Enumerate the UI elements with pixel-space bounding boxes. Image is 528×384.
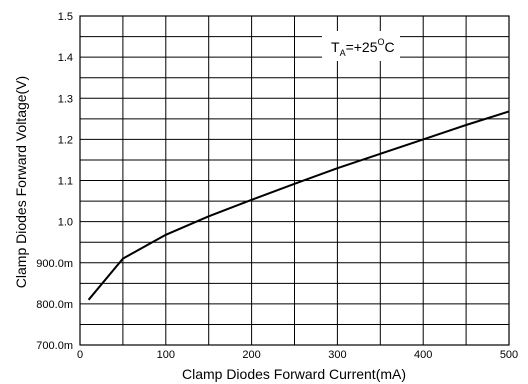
y-tick-label-7: 1.4 — [58, 52, 73, 64]
anno-subscript: A — [340, 48, 346, 58]
x-tick-label-1: 100 — [157, 349, 175, 361]
x-tick-labels: 0 100 200 300 400 500 — [77, 349, 518, 361]
anno-superscript: O — [378, 37, 385, 47]
anno-unit: C — [385, 39, 395, 55]
y-tick-label-4: 1.1 — [58, 176, 73, 188]
forward-voltage-curve — [87, 110, 510, 301]
y-tick-label-1: 800.0m — [36, 299, 73, 311]
anno-main: T — [331, 39, 340, 55]
grid — [80, 16, 509, 345]
y-tick-labels: 700.0m 800.0m 900.0m 1.0 1.1 1.2 1.3 1.4 1.5 — [36, 11, 73, 352]
x-tick-label-3: 300 — [328, 349, 346, 361]
x-axis-title: Clamp Diodes Forward Current(mA) — [182, 366, 406, 382]
plot-frame — [79, 15, 510, 346]
y-tick-label-5: 1.2 — [58, 134, 73, 146]
temperature-annotation: TA=+25OC — [322, 31, 400, 61]
y-tick-label-0: 700.0m — [36, 340, 73, 352]
x-tick-label-5: 500 — [500, 349, 518, 361]
y-tick-label-6: 1.3 — [58, 93, 73, 105]
x-tick-label-4: 400 — [414, 349, 432, 361]
anno-value: =+25 — [346, 39, 378, 55]
annotation-box — [322, 31, 400, 61]
y-tick-label-2: 900.0m — [36, 258, 73, 270]
y-tick-label-3: 1.0 — [58, 217, 73, 229]
annotation-text: TA=+25OC — [331, 37, 395, 58]
y-tick-label-8: 1.5 — [58, 11, 73, 23]
y-axis-title: Clamp Diodes Forward Voltage(V) — [13, 76, 29, 288]
x-tick-label-2: 200 — [242, 349, 260, 361]
x-tick-label-0: 0 — [77, 349, 83, 361]
